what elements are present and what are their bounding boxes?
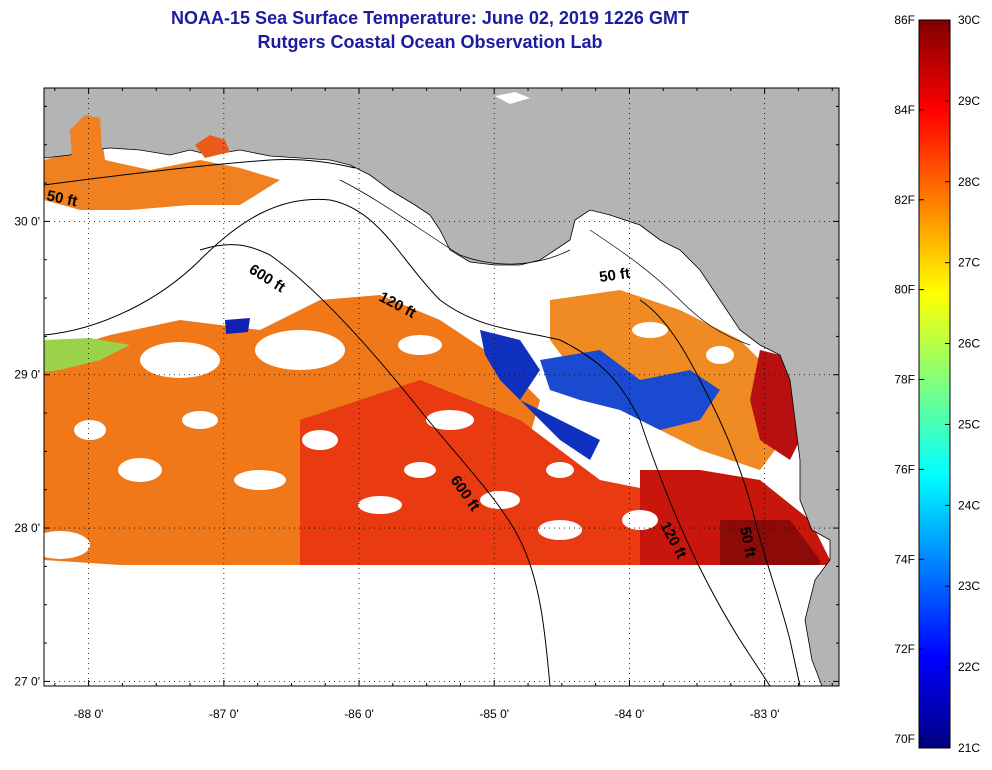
- axis-ticks: [44, 88, 839, 686]
- colorbar-label-fahrenheit: 72F: [894, 642, 915, 656]
- colorbar-label-celsius: 30C: [958, 13, 980, 27]
- colorbar-label-fahrenheit: 78F: [894, 373, 915, 387]
- lat-tick-label: 29 0': [14, 368, 40, 382]
- colorbar-label-fahrenheit: 76F: [894, 462, 915, 476]
- axis-tick-labels: -88 0' -87 0' -86 0' -85 0' -84 0' -83 0' 30 0…: [14, 214, 779, 721]
- contour-600ft: [199, 244, 551, 686]
- lat-tick-label: 28 0': [14, 521, 40, 535]
- sst-cool-pocket-1: [480, 330, 600, 460]
- colorbar-labels: 30C 29C 28C 27C 26C 25C 24C 23C 22C 21C 86F 84F 82F 8…: [894, 13, 980, 755]
- contour-label-50ft-big-bend: 50 ft: [598, 265, 631, 286]
- map-title: NOAA-15 Sea Surface Temperature: June 02…: [171, 8, 689, 28]
- colorbar-label-celsius: 29C: [958, 94, 980, 108]
- lon-tick-label: -88 0': [74, 707, 104, 721]
- contour-label-50ft-west: 50 ft: [45, 187, 79, 210]
- lat-tick-label: 30 0': [14, 214, 40, 228]
- bathymetry-contours: [44, 158, 801, 686]
- contour-120ft: [44, 198, 771, 686]
- colorbar-label-celsius: 23C: [958, 579, 980, 593]
- colorbar-label-fahrenheit: 84F: [894, 103, 915, 117]
- colorbar-label-celsius: 28C: [958, 175, 980, 189]
- colorbar-label-celsius: 25C: [958, 417, 980, 431]
- colorbar-label-celsius: 21C: [958, 741, 980, 755]
- sst-cool-pocket-3: [225, 318, 250, 334]
- colorbar: [918, 19, 951, 749]
- contour-50ft-west: [44, 158, 356, 186]
- colorbar-label-celsius: 22C: [958, 660, 980, 674]
- colorbar-label-fahrenheit: 74F: [894, 552, 915, 566]
- map-layers: 50 ft 600 ft 120 ft 50 ft 600 ft 120 ft …: [44, 88, 839, 686]
- contour-50ft-east: [639, 299, 801, 686]
- contour-label-50ft-south: 50 ft: [736, 525, 759, 559]
- lon-tick-label: -86 0': [344, 707, 374, 721]
- sst-panhandle-coast: [44, 118, 280, 210]
- colorbar-label-fahrenheit: 82F: [894, 193, 915, 207]
- colorbar-label-fahrenheit: 70F: [894, 732, 915, 746]
- colorbar-label-fahrenheit: 80F: [894, 283, 915, 297]
- choctawhatchee-bay: [70, 115, 102, 160]
- lon-tick-label: -85 0': [479, 707, 509, 721]
- cloud-cover: [44, 220, 839, 686]
- sst-cool-pocket-2: [540, 350, 720, 430]
- lon-tick-label: -84 0': [615, 707, 645, 721]
- pensacola-bay: [195, 135, 230, 158]
- colorbar-label-celsius: 26C: [958, 337, 980, 351]
- map-frame: [43, 87, 840, 687]
- sst-shelf-green: [44, 338, 130, 372]
- colorbar-label-celsius: 27C: [958, 256, 980, 270]
- map-subtitle: Rutgers Coastal Ocean Observation Lab: [257, 32, 603, 52]
- colorbar-label-celsius: 24C: [958, 498, 980, 512]
- apalachee-inlet: [495, 92, 530, 104]
- lon-tick-label: -83 0': [750, 707, 780, 721]
- lat-tick-label: 27 0': [14, 674, 40, 688]
- colorbar-label-fahrenheit: 86F: [894, 13, 915, 27]
- coastline-detail: [339, 179, 751, 346]
- lon-tick-label: -87 0': [209, 707, 239, 721]
